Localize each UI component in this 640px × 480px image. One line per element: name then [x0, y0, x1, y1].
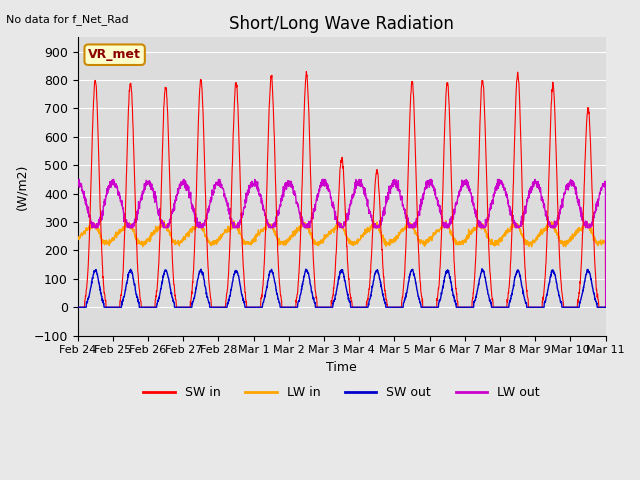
Title: Short/Long Wave Radiation: Short/Long Wave Radiation — [229, 15, 454, 33]
Legend: SW in, LW in, SW out, LW out: SW in, LW in, SW out, LW out — [138, 381, 545, 404]
Text: VR_met: VR_met — [88, 48, 141, 61]
Y-axis label: (W/m2): (W/m2) — [15, 163, 28, 210]
X-axis label: Time: Time — [326, 361, 357, 374]
Text: No data for f_Net_Rad: No data for f_Net_Rad — [6, 14, 129, 25]
